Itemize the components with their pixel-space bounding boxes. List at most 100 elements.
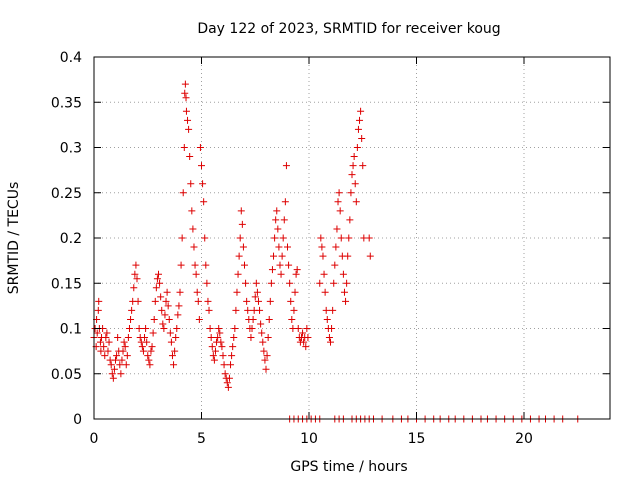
data-point [335, 189, 343, 197]
data-point [157, 293, 165, 301]
data-point [288, 315, 296, 323]
data-point [204, 297, 212, 305]
data-point [271, 234, 279, 242]
data-point [285, 261, 293, 269]
data-point [216, 329, 224, 337]
y-tick-label: 0.2 [60, 231, 82, 247]
data-point [321, 288, 329, 296]
data-point [339, 270, 347, 278]
data-point [165, 315, 173, 323]
data-point [105, 338, 113, 346]
y-tick-label: 0.35 [51, 95, 82, 111]
data-point [113, 352, 121, 360]
data-point [151, 297, 159, 305]
data-point [170, 361, 178, 369]
data-point [149, 329, 157, 337]
data-point [262, 365, 270, 373]
data-points [90, 80, 582, 423]
data-point [146, 361, 154, 369]
data-point [195, 315, 203, 323]
data-point [359, 162, 367, 170]
data-point [138, 343, 146, 351]
data-point [150, 315, 158, 323]
data-point [281, 198, 289, 206]
data-point [95, 297, 103, 305]
data-point [217, 338, 225, 346]
data-point [287, 297, 295, 305]
data-point [280, 216, 288, 224]
y-tick-label: 0.1 [60, 322, 82, 338]
y-tick-label: 0.4 [60, 50, 82, 66]
data-point [103, 329, 111, 337]
data-point [194, 297, 202, 305]
data-point [258, 329, 266, 337]
data-point [166, 329, 174, 337]
data-point [286, 279, 294, 287]
data-point [117, 370, 125, 378]
data-point [97, 347, 105, 355]
data-point [100, 343, 108, 351]
data-point [189, 225, 197, 233]
data-point [274, 225, 282, 233]
data-point [200, 198, 208, 206]
data-point [340, 288, 348, 296]
data-point [171, 347, 179, 355]
data-point [196, 144, 204, 151]
data-point [141, 334, 149, 342]
data-point [144, 352, 152, 360]
data-point [223, 379, 231, 387]
data-point [232, 306, 240, 314]
data-point [107, 361, 115, 369]
data-point [208, 343, 216, 351]
data-point [193, 288, 201, 296]
data-point [249, 315, 257, 323]
data-point [331, 261, 339, 269]
data-point [276, 261, 284, 269]
data-point [241, 261, 248, 269]
data-point [220, 361, 228, 369]
data-point [242, 279, 250, 287]
data-point [164, 302, 172, 310]
data-point [268, 266, 276, 274]
data-point [131, 270, 139, 278]
data-point [233, 288, 241, 296]
data-point [264, 334, 272, 342]
data-point [215, 325, 223, 332]
data-point [207, 334, 215, 342]
data-point [273, 207, 281, 215]
data-point [263, 352, 271, 360]
data-point [251, 293, 259, 301]
data-point [109, 374, 117, 382]
data-point [145, 356, 153, 364]
data-point [219, 352, 227, 360]
data-point [228, 352, 236, 360]
data-point [344, 252, 352, 260]
data-point [120, 338, 128, 346]
x-tick-label: 0 [90, 431, 99, 447]
data-point [155, 270, 162, 278]
data-point [199, 180, 207, 188]
x-tick-label: 15 [408, 431, 426, 447]
data-point [343, 279, 351, 287]
data-point [94, 306, 102, 314]
data-point [178, 234, 186, 242]
data-point [119, 347, 127, 355]
data-point [133, 275, 141, 283]
data-point [366, 252, 374, 260]
data-point [218, 343, 226, 351]
data-point [243, 297, 251, 305]
data-point [234, 270, 242, 278]
data-point [227, 361, 235, 369]
data-point [300, 338, 308, 346]
data-point [172, 334, 180, 342]
data-point [188, 207, 196, 215]
data-point [365, 234, 373, 242]
data-point [181, 80, 189, 88]
data-point [329, 306, 337, 314]
data-point [354, 125, 362, 133]
data-point [127, 315, 135, 323]
chart-title: Day 122 of 2023, SRMTID for receiver kou… [197, 21, 500, 37]
data-point [174, 311, 182, 319]
data-point [323, 315, 331, 323]
data-point [179, 189, 187, 197]
